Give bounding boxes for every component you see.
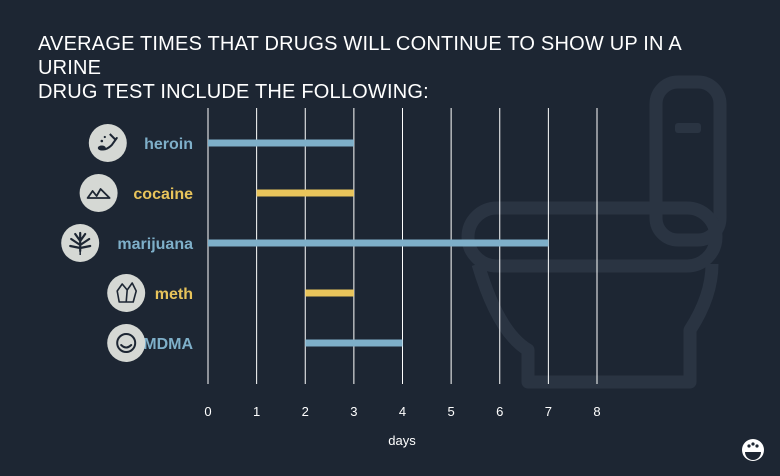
- bar-marijuana: [208, 239, 549, 247]
- category-label-heroin: heroin: [144, 136, 193, 153]
- category-label-meth: meth: [155, 286, 193, 303]
- spoon-icon: [88, 124, 127, 162]
- x-tick-label: 0: [204, 404, 211, 419]
- x-axis-label: days: [388, 433, 416, 448]
- category-label-cocaine: cocaine: [133, 186, 193, 203]
- chart-title-line-2: DRUG TEST INCLUDE THE FOLLOWING:: [38, 81, 429, 103]
- chart-title-line-1: AVERAGE TIMES THAT DRUGS WILL CONTINUE T…: [38, 33, 681, 79]
- x-tick-label: 1: [253, 404, 260, 419]
- x-tick-label: 6: [496, 404, 503, 419]
- bar-heroin: [208, 139, 354, 147]
- x-tick-label: 8: [593, 404, 600, 419]
- x-tick-label: 3: [350, 404, 357, 419]
- bar-cocaine: [256, 189, 354, 197]
- x-tick-label: 7: [545, 404, 552, 419]
- powder-icon: [79, 174, 118, 212]
- bar-meth: [305, 289, 354, 297]
- x-tick-label: 4: [399, 404, 406, 419]
- bar-mdma: [305, 339, 403, 347]
- brand-logo: [742, 439, 764, 461]
- crystal-icon: [107, 274, 146, 312]
- cannabis-leaf-icon: [61, 224, 100, 262]
- chart-title: AVERAGE TIMES THAT DRUGS WILL CONTINUE T…: [38, 32, 738, 104]
- toilet-watermark: [461, 75, 727, 389]
- x-tick-label: 5: [448, 404, 455, 419]
- category-label-mdma: MDMA: [143, 336, 193, 353]
- x-tick-label: 2: [302, 404, 309, 419]
- category-label-marijuana: marijuana: [117, 236, 193, 253]
- pill-icon: [107, 324, 146, 362]
